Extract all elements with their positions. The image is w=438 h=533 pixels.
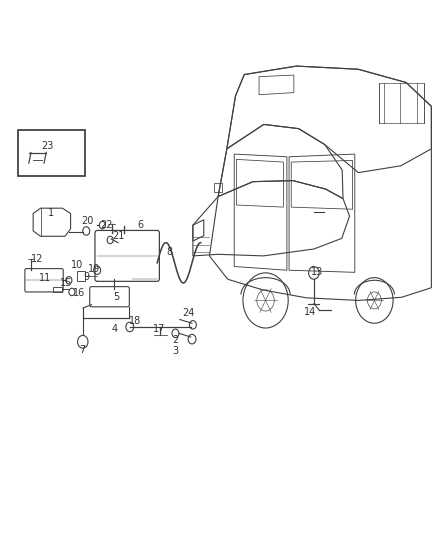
Text: 24: 24: [182, 308, 195, 318]
Text: 12: 12: [31, 254, 43, 263]
Text: 17: 17: [153, 324, 165, 334]
Text: 5: 5: [113, 292, 120, 302]
Text: 8: 8: [166, 247, 172, 257]
Text: 1: 1: [48, 208, 54, 219]
Text: 15: 15: [60, 278, 72, 288]
Text: 19: 19: [88, 264, 100, 274]
Text: 16: 16: [73, 288, 85, 298]
Text: 18: 18: [129, 316, 141, 326]
Text: 6: 6: [138, 220, 144, 230]
Bar: [18, 130, 85, 176]
Text: 11: 11: [39, 273, 51, 283]
Text: 2: 2: [172, 335, 179, 345]
Text: 21: 21: [112, 231, 124, 241]
Text: 10: 10: [71, 261, 83, 270]
Text: 3: 3: [173, 346, 179, 357]
Text: 22: 22: [100, 220, 113, 230]
Text: 14: 14: [304, 306, 317, 317]
Text: 9: 9: [83, 272, 89, 282]
Text: 23: 23: [41, 141, 53, 151]
Text: 7: 7: [79, 345, 85, 356]
Text: 13: 13: [311, 267, 323, 277]
Text: 20: 20: [81, 216, 94, 227]
Text: 4: 4: [112, 324, 118, 334]
